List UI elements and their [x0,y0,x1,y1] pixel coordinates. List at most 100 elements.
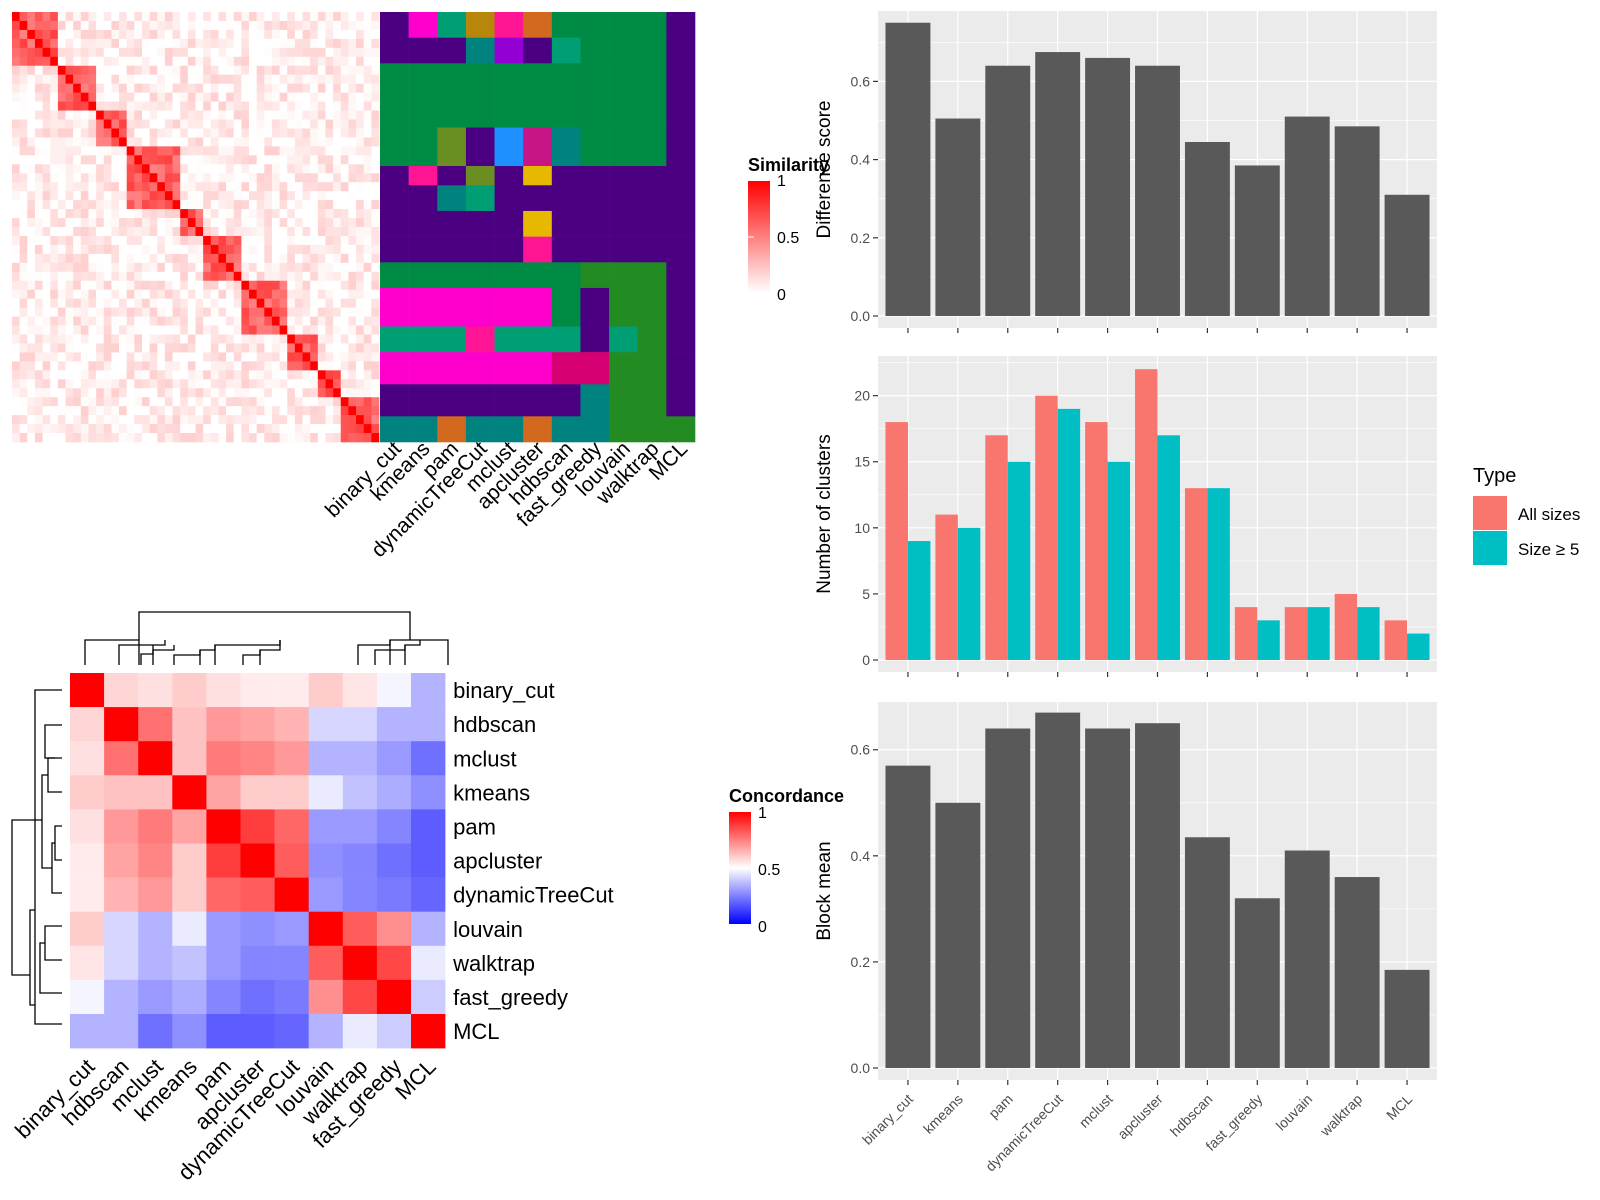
similarity-cell [27,56,36,67]
similarity-cell [264,110,273,120]
similarity-cell [57,164,66,174]
similarity-cell [356,74,365,84]
similarity-cell [340,244,349,255]
similarity-cell [233,406,242,416]
partition-cell [437,416,467,443]
dendrogram-branch [357,640,391,665]
similarity-cell [73,298,82,308]
concordance-cell [376,877,412,912]
similarity-cell [226,191,235,201]
similarity-cell [180,12,189,22]
similarity-cell [103,289,112,299]
similarity-cell [210,155,219,165]
similarity-cell [302,92,311,102]
concordance-cell [411,1014,446,1049]
concordance-cell [70,775,105,810]
similarity-cell [126,92,135,102]
similarity-cell [264,397,273,407]
similarity-cell [103,164,112,174]
similarity-cell [279,334,288,344]
similarity-cell [226,83,235,93]
similarity-cell [96,361,105,371]
concordance-cell [376,911,412,947]
similarity-cell [210,298,219,308]
concordance-cell [411,707,446,742]
similarity-cell [233,191,242,201]
similarity-cell [88,56,97,67]
similarity-cell [50,155,59,165]
similarity-cell [302,209,311,219]
similarity-cell [325,244,334,255]
similarity-cell [348,137,357,147]
similarity-cell [325,191,334,201]
similarity-legend-tick: 1 [777,173,786,190]
partition-cell [637,127,667,167]
similarity-cell [19,271,28,282]
similarity-cell [241,379,250,389]
similarity-cell [42,235,51,246]
similarity-cell [325,433,334,443]
similarity-cell [119,56,127,67]
similarity-cell [371,38,380,49]
similarity-cell [126,74,135,84]
similarity-cell [218,433,227,443]
similarity-cell [195,415,204,425]
similarity-cell [363,155,372,165]
similarity-cell [172,433,181,443]
similarity-cell [88,289,97,299]
similarity-cell [157,325,166,335]
similarity-cell [310,316,319,326]
similarity-cell [256,406,265,416]
partition-cell [523,127,553,167]
similarity-cell [302,253,311,264]
similarity-cell [73,182,82,192]
similarity-cell [187,334,196,344]
similarity-cell [12,298,20,308]
similarity-cell [88,244,97,255]
similarity-cell [271,56,280,67]
similarity-cell [73,173,82,183]
similarity-cell [218,343,227,353]
similarity-cell [141,65,150,76]
similarity-cell [249,334,257,344]
similarity-cell [363,218,372,228]
similarity-cell [57,137,66,147]
similarity-cell [241,38,250,49]
similarity-cell [164,397,173,407]
similarity-cell [187,209,196,219]
similarity-cell [157,12,166,22]
similarity-cell [164,388,173,398]
similarity-cell [340,38,349,49]
similarity-cell [333,271,342,282]
similarity-cell [249,128,257,138]
similarity-cell [210,146,219,156]
similarity-cell [333,56,342,67]
similarity-cell [310,334,319,344]
similarity-cell [172,325,181,335]
similarity-cell [157,298,166,308]
similarity-cell [264,137,273,147]
similarity-cell [333,397,342,407]
concordance-cell [376,843,412,878]
similarity-cell [310,253,319,264]
similarity-cell [279,227,288,237]
similarity-cell [310,191,319,201]
similarity-cell [50,173,59,183]
similarity-cell [271,164,280,174]
similarity-cell [371,235,380,246]
similarity-cell [218,29,227,40]
similarity-cell [317,307,326,317]
similarity-cell [256,325,265,335]
similarity-cell [157,307,166,317]
concordance-legend-title: Concordance [729,786,844,806]
similarity-cell [96,128,105,138]
similarity-cell [279,388,288,398]
similarity-cell [149,298,158,308]
x-tick-label: walktrap [1316,1091,1365,1140]
similarity-cell [12,307,20,317]
similarity-cell [180,119,189,129]
similarity-cell [187,253,196,264]
similarity-cell [256,209,265,219]
similarity-cell [363,146,372,156]
similarity-cell [356,334,365,344]
